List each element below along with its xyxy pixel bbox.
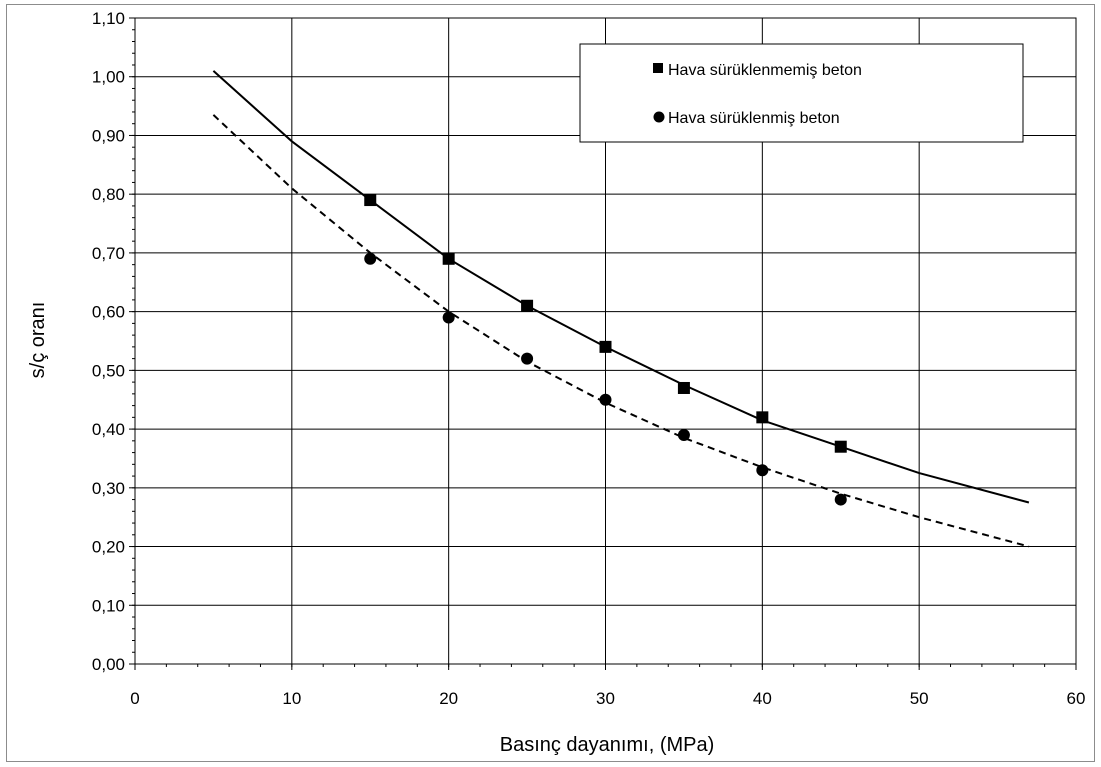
series-layer <box>212 70 1030 548</box>
y-tick-label: 0,80 <box>92 185 125 204</box>
y-tick-label: 0,00 <box>92 655 125 674</box>
y-axis-title: s/ç oranı <box>27 302 49 379</box>
legend-marker-square <box>653 63 663 73</box>
legend-marker-circle <box>653 111 665 123</box>
data-point-circle <box>834 493 847 506</box>
data-point-circle <box>442 311 455 324</box>
y-tick-label: 0,70 <box>92 244 125 263</box>
data-point-square <box>442 252 455 265</box>
data-point-circle <box>677 428 690 441</box>
data-point-square <box>521 299 534 312</box>
y-tick-label: 0,60 <box>92 303 125 322</box>
x-tick-label: 30 <box>596 689 615 708</box>
legend: Hava sürüklenmemiş beton Hava sürüklenmi… <box>579 43 1024 143</box>
data-point-square <box>756 411 769 424</box>
data-point-square <box>364 194 377 207</box>
y-tick-label: 0,10 <box>92 596 125 615</box>
y-tick-label: 0,90 <box>92 126 125 145</box>
x-tick-label: 60 <box>1067 689 1086 708</box>
y-tick-label: 1,00 <box>92 68 125 87</box>
y-tick-label: 0,40 <box>92 420 125 439</box>
y-tick-label: 0,30 <box>92 479 125 498</box>
x-axis-title: Basınç dayanımı, (MPa) <box>500 734 715 756</box>
data-point-circle <box>521 352 534 365</box>
x-tick-label: 20 <box>439 689 458 708</box>
legend-label-series-1: Hava sürüklenmemiş beton <box>668 62 862 79</box>
y-tick-label: 0,20 <box>92 538 125 557</box>
x-tick-label: 50 <box>910 689 929 708</box>
y-tick-label: 1,10 <box>92 9 125 28</box>
axes: 0,00 0,10 0,20 0,30 0,40 0,50 0,60 0,70 0,80 0,90… <box>92 9 1086 708</box>
trend-line-series-2 <box>212 114 1030 548</box>
legend-label-series-2: Hava sürüklenmiş beton <box>668 110 840 127</box>
legend-box <box>579 43 1024 143</box>
data-point-square <box>599 340 612 353</box>
x-tick-label: 0 <box>130 689 139 708</box>
y-tick-label: 0,50 <box>92 361 125 380</box>
x-tick-label: 10 <box>282 689 301 708</box>
plot-border <box>134 17 1077 665</box>
data-point-circle <box>364 252 377 265</box>
data-point-circle <box>756 464 769 477</box>
data-point-circle <box>599 393 612 406</box>
x-tick-label: 40 <box>753 689 772 708</box>
data-point-square <box>677 381 690 394</box>
data-point-square <box>834 440 847 453</box>
